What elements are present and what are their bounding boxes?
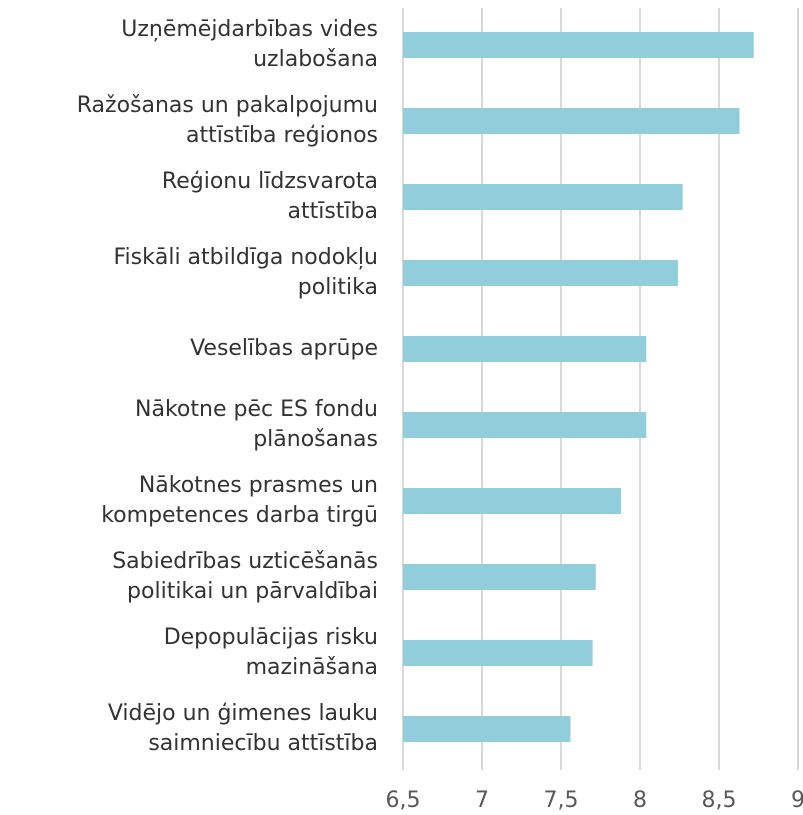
bar [403,260,678,286]
bar [403,32,754,58]
category-label: Ražošanas un pakalpojumu attīstība reģio… [76,93,378,148]
x-tick-label: 7,5 [544,788,579,813]
bar [403,336,647,362]
x-tick-label: 8,5 [702,788,737,813]
x-tick-label: 8 [633,788,647,813]
category-label: Reģionu līdzsvarota attīstība [161,169,378,224]
category-label: Vidējo un ģimenes lauku saimniecību attī… [107,701,378,756]
category-label: Nākotne pēc ES fondu plānošanas [135,397,378,452]
bar [403,488,622,514]
category-label: Sabiedrības uzticēšanās politikai un pār… [112,549,378,604]
x-tick-label: 9 [791,788,803,813]
category-label: Nākotnes prasmes un kompetences darba ti… [101,473,378,528]
category-label: Depopulācijas risku mazināšana [163,625,378,680]
category-label: Fiskāli atbildīga nodokļu politika [113,245,378,300]
category-label: Uzņēmējdarbības vides uzlabošana [121,17,378,72]
bar [403,412,647,438]
bar [403,716,571,742]
bar [403,564,596,590]
bar [403,184,683,210]
bar [403,108,740,134]
x-tick-label: 7 [475,788,489,813]
x-tick-label: 6,5 [386,788,421,813]
bar [403,640,593,666]
category-label: Veselības aprūpe [190,336,378,361]
